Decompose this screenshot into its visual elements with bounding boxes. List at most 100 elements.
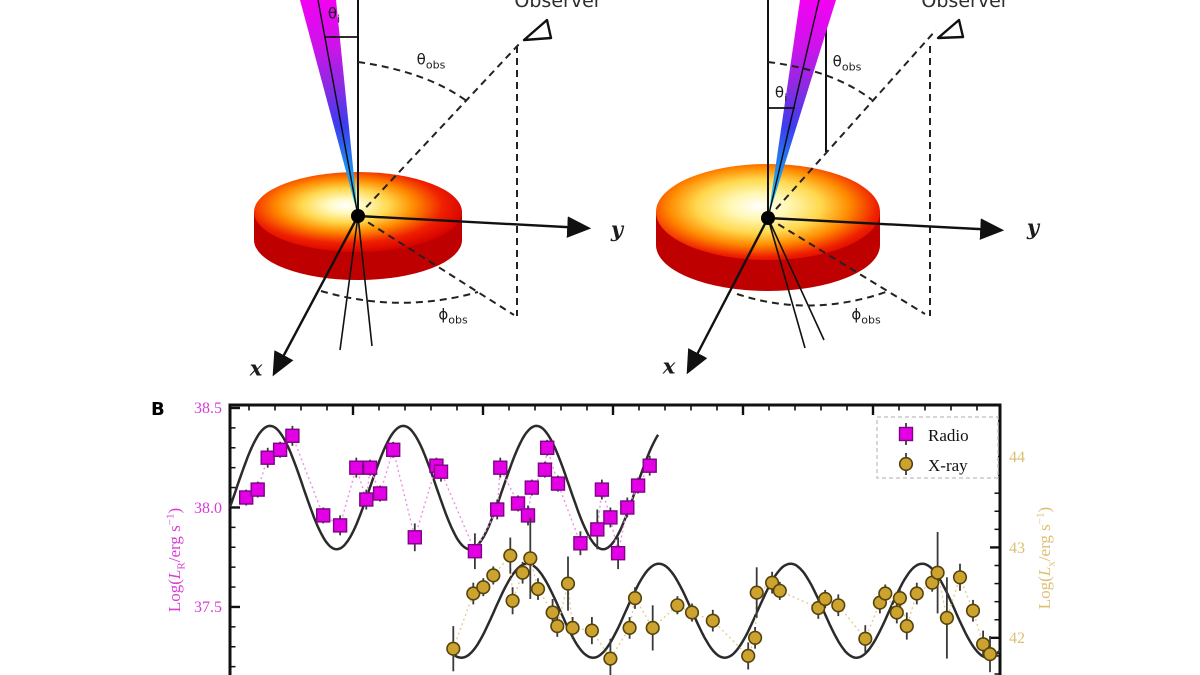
xray-data-point xyxy=(530,581,546,597)
xray-data-point xyxy=(523,551,538,566)
radio-data-point xyxy=(550,476,566,491)
jet-axis-line xyxy=(767,0,820,219)
radio-data-point xyxy=(372,486,388,501)
axis-title-part: /erg s xyxy=(165,525,185,563)
y-axis-label-right: y xyxy=(1026,214,1040,240)
radio-data-point xyxy=(332,518,348,533)
radio-data-point xyxy=(510,496,526,511)
theta-symbol: θ xyxy=(327,4,338,23)
observer-label-right: Observer xyxy=(921,0,1009,12)
radio-data-point xyxy=(407,530,422,545)
xray-data-point xyxy=(889,605,904,620)
right-tick-44: 44 xyxy=(1009,449,1025,466)
xray-data-point xyxy=(741,648,756,664)
xray-data-point xyxy=(965,603,981,618)
radio-data-point xyxy=(250,482,265,497)
axis-title-subscript: R xyxy=(175,562,188,570)
radio-data-point xyxy=(349,460,364,475)
radio-series xyxy=(238,425,657,570)
x-axis-label-left: x xyxy=(249,355,263,381)
radio-data-point xyxy=(285,428,300,443)
xray-data-point xyxy=(831,598,846,613)
jet-cone xyxy=(300,0,358,216)
xray-data-point xyxy=(982,646,998,662)
axis-title-symbol: L xyxy=(1035,566,1055,577)
xray-data-point xyxy=(705,613,720,628)
axis-ticks xyxy=(230,405,1000,675)
radio-data-point xyxy=(594,482,610,497)
xray-data-point xyxy=(684,605,700,620)
legend-xray-marker-icon xyxy=(898,456,914,472)
observer-eye-icon xyxy=(936,18,965,40)
radio-data-point xyxy=(537,462,553,477)
radio-data-point xyxy=(359,492,374,507)
phi-obs-label-left: ϕobs xyxy=(438,306,467,327)
xray-data-point xyxy=(560,576,576,591)
radio-data-point xyxy=(573,536,588,551)
xray-data-point xyxy=(622,620,637,636)
legend-radio-marker-icon xyxy=(898,426,914,442)
radio-data-point xyxy=(642,458,657,473)
x-axis-label-right: x xyxy=(662,353,676,379)
xray-data-point xyxy=(446,641,461,656)
radio-data-point xyxy=(493,460,508,475)
theta-i-subscript: i xyxy=(337,12,341,26)
radio-data-point xyxy=(490,502,505,517)
fit-curves xyxy=(228,424,1001,659)
axis-title-part: ) xyxy=(1035,506,1055,513)
observer-sightline xyxy=(357,41,522,217)
y-axis-arrow xyxy=(767,216,1005,240)
chart-legend: Radio X-ray xyxy=(876,416,999,479)
xray-data-point xyxy=(878,586,893,601)
right-y-axis-title: Log(Lx/erg s−1) xyxy=(1034,507,1057,609)
xray-data-point xyxy=(645,620,660,636)
xray-data-point xyxy=(476,580,491,595)
x-axis-arrow xyxy=(272,215,360,377)
theta-symbol: θ xyxy=(774,83,785,102)
x-axis-arrow xyxy=(686,217,770,375)
black-hole-dot xyxy=(761,211,775,225)
xray-data-point xyxy=(818,591,833,607)
phi-obs-subscript: obs xyxy=(861,313,881,327)
black-hole-dot xyxy=(351,209,365,223)
observer-eye-icon xyxy=(522,18,553,42)
legend-radio-label: Radio xyxy=(928,426,969,445)
xray-data-point xyxy=(486,568,501,583)
radio-data-point xyxy=(467,544,483,559)
xray-data-point xyxy=(627,590,643,606)
radio-data-point xyxy=(540,440,555,455)
axis-title-part: Log( xyxy=(165,579,185,613)
legend-box xyxy=(876,416,999,479)
jet-cone xyxy=(768,0,836,218)
radio-data-point xyxy=(603,510,618,525)
xray-data-point xyxy=(550,618,565,634)
theta-obs-arc xyxy=(357,61,469,103)
axis-title-part: Log( xyxy=(1035,576,1055,610)
jet-axis-line xyxy=(317,0,359,217)
legend-xray-label: X-ray xyxy=(928,456,968,475)
plot-frame xyxy=(228,403,1002,675)
theta-i-label-left: θi xyxy=(328,5,340,26)
diagram-left xyxy=(254,0,592,377)
theta-symbol: θ xyxy=(832,52,842,71)
xray-data-point xyxy=(466,586,481,601)
radio-data-point xyxy=(272,442,288,457)
y-axis-label-left: y xyxy=(610,216,624,242)
xray-data-point xyxy=(749,585,764,600)
phi-obs-subscript: obs xyxy=(448,313,468,327)
theta-obs-label-left: θobs xyxy=(417,51,446,72)
xray-data-point xyxy=(603,651,618,666)
theta-obs-label-right: θobs xyxy=(833,53,862,74)
left-tick-37-5: 37.5 xyxy=(194,599,222,616)
xray-data-point xyxy=(939,610,955,626)
axis-title-exponent: −1 xyxy=(1034,512,1047,525)
xray-data-point xyxy=(772,583,787,598)
theta-obs-subscript: obs xyxy=(841,60,862,74)
xray-data-point xyxy=(670,598,685,613)
panel-b-chart xyxy=(228,403,1002,675)
xray-data-point xyxy=(505,593,520,608)
xray-data-point xyxy=(565,620,580,636)
xray-data-point xyxy=(747,630,763,645)
observer-projection-line xyxy=(357,215,515,316)
